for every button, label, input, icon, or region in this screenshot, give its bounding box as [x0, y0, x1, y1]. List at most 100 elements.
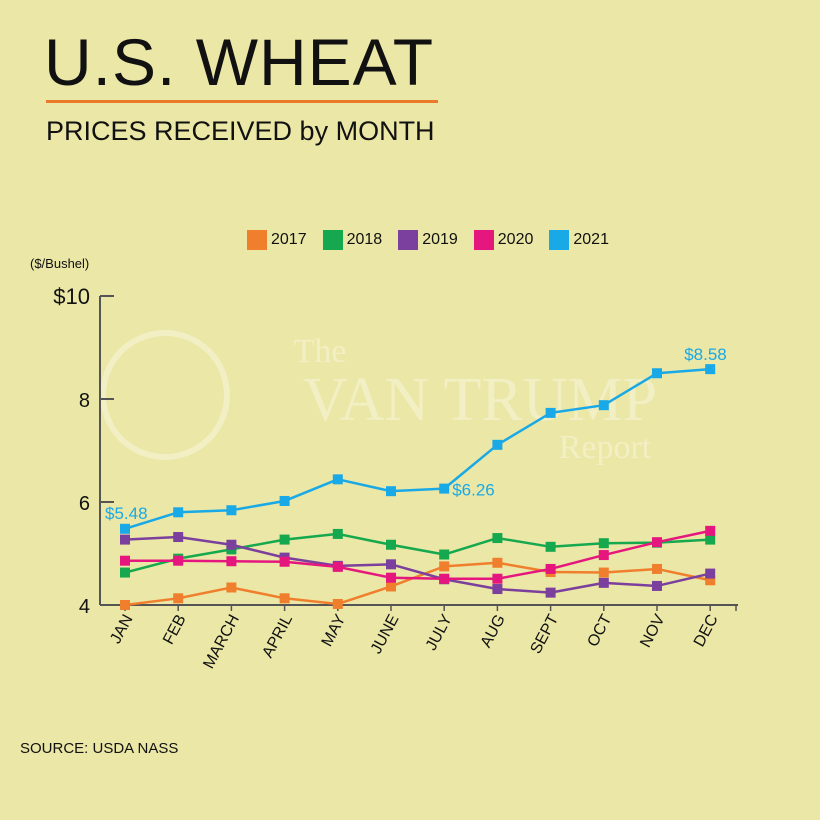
- data-point-2017: [226, 582, 237, 593]
- data-point-2021: [173, 507, 184, 518]
- data-point-2019: [705, 568, 716, 579]
- data-point-2020: [598, 550, 609, 561]
- legend-label-2020: 2020: [497, 231, 534, 248]
- legend-swatch-2020: [473, 230, 494, 250]
- page-subtitle: PRICES RECEIVED by MONTH: [46, 116, 435, 146]
- data-point-2019: [492, 584, 503, 595]
- x-tick-label: APRIL: [259, 612, 296, 661]
- data-point-2021: [545, 407, 556, 418]
- data-point-2021: [386, 486, 396, 497]
- data-point-2021: [120, 523, 130, 534]
- y-tick-label: 6: [79, 493, 90, 515]
- data-point-2021: [226, 505, 237, 516]
- y-axis-ticks: $10 8 6 4: [53, 284, 114, 618]
- data-point-2021: [598, 400, 609, 411]
- data-point-2020: [279, 556, 290, 567]
- data-point-2017: [652, 563, 662, 574]
- annotation-label: $8.58: [684, 345, 727, 364]
- data-point-2018: [386, 539, 396, 550]
- data-point-2020: [332, 561, 343, 572]
- legend-swatch-2018: [322, 230, 343, 250]
- legend-label-2021: 2021: [573, 231, 609, 248]
- data-point-2017: [598, 567, 609, 578]
- x-tick-label: FEB: [160, 612, 190, 647]
- data-point-2018: [439, 549, 450, 560]
- legend-swatch-2019: [398, 230, 419, 250]
- annotation-label: $5.48: [105, 504, 148, 523]
- data-point-2021: [652, 368, 662, 379]
- data-point-2018: [492, 533, 503, 544]
- data-point-2020: [545, 563, 556, 574]
- source-note: SOURCE: USDA NASS: [20, 740, 179, 757]
- annotation-label: $6.26: [452, 481, 495, 500]
- data-point-2017: [386, 581, 396, 592]
- data-point-2020: [439, 573, 450, 584]
- series-line-2018: [124, 532, 711, 574]
- data-point-2018: [598, 538, 609, 549]
- data-point-2020: [705, 525, 716, 536]
- data-point-2019: [598, 577, 609, 588]
- x-axis-ticks: JAN FEB MARCH APRIL MAY JUNE JULY AUG SEPT OCT NOV…: [107, 605, 737, 672]
- x-tick-label: MARCH: [200, 612, 243, 672]
- x-tick-label: NOV: [637, 612, 668, 651]
- data-point-2017: [492, 557, 503, 568]
- series-lines: [120, 364, 716, 610]
- legend-item-2017: 2017: [247, 230, 307, 250]
- data-point-2020: [652, 537, 662, 548]
- data-point-2020: [386, 572, 396, 583]
- legend-swatch-2021: [549, 230, 570, 250]
- data-point-2018: [120, 567, 130, 578]
- y-tick-label: 4: [79, 596, 90, 618]
- watermark-text-the: The: [294, 333, 347, 370]
- data-point-2018: [279, 534, 290, 545]
- legend-item-2018: 2018: [322, 230, 382, 250]
- x-tick-label: JUNE: [368, 612, 403, 657]
- data-point-2021: [279, 495, 290, 506]
- series-line-2017: [124, 561, 711, 607]
- chart-legend: 2017 2018 2019 2020 2021: [247, 230, 609, 250]
- x-tick-label: JAN: [107, 612, 136, 647]
- data-point-2017: [705, 575, 716, 586]
- legend-item-2019: 2019: [398, 230, 458, 250]
- watermark-text-vantrump: VAN TRUMP: [303, 366, 657, 434]
- data-point-2021: [492, 439, 503, 450]
- data-point-2017: [332, 598, 343, 609]
- series-2021: [120, 364, 716, 534]
- legend-label-2019: 2019: [422, 231, 458, 248]
- watermark-emblem: [100, 330, 230, 460]
- chart-axes: [99, 296, 738, 606]
- data-point-2021: [439, 483, 450, 494]
- data-point-2021: [705, 364, 716, 375]
- x-tick-label: AUG: [478, 612, 509, 651]
- data-point-2018: [705, 534, 716, 545]
- x-tick-label: SEPT: [527, 612, 562, 657]
- series-line-2021: [124, 367, 711, 530]
- data-point-2017: [120, 600, 130, 610]
- y-axis-unit-label: ($/Bushel): [30, 256, 90, 271]
- data-point-2018: [332, 528, 343, 539]
- data-point-2021: [332, 474, 343, 485]
- series-2020: [120, 525, 716, 584]
- legend-swatch-2017: [247, 230, 267, 250]
- title-underline: [46, 100, 438, 103]
- data-point-2017: [279, 593, 290, 604]
- data-point-2020: [226, 556, 237, 567]
- page-title: U.S. WHEAT: [44, 25, 435, 99]
- data-point-2017: [439, 561, 450, 572]
- data-annotations: $5.48 $6.26 $8.58: [105, 345, 727, 523]
- legend-label-2017: 2017: [271, 231, 307, 248]
- data-point-2019: [173, 532, 184, 543]
- watermark: The VAN TRUMP Report: [100, 330, 657, 466]
- y-tick-label: 8: [79, 390, 90, 412]
- y-tick-label: $10: [53, 284, 90, 309]
- data-point-2020: [120, 555, 130, 566]
- legend-item-2021: 2021: [549, 230, 609, 250]
- data-point-2020: [492, 573, 503, 584]
- data-point-2019: [120, 534, 130, 545]
- x-tick-label: OCT: [584, 612, 615, 650]
- data-point-2017: [173, 593, 184, 604]
- data-point-2019: [545, 587, 556, 598]
- data-point-2018: [545, 541, 556, 552]
- series-line-2020: [125, 529, 711, 580]
